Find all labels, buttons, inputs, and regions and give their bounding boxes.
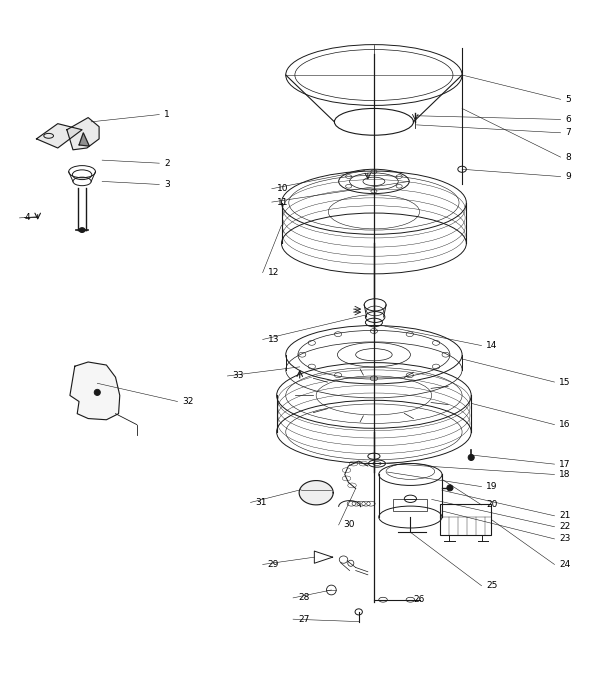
Text: 14: 14 — [486, 341, 498, 350]
Text: 21: 21 — [559, 511, 571, 520]
Polygon shape — [70, 362, 120, 420]
Text: 5: 5 — [565, 95, 571, 104]
Text: 33: 33 — [232, 371, 244, 380]
Text: 10: 10 — [277, 184, 288, 194]
Text: 24: 24 — [559, 560, 571, 569]
Text: 28: 28 — [298, 593, 309, 602]
Text: 15: 15 — [559, 378, 571, 386]
Ellipse shape — [447, 485, 453, 491]
Text: 23: 23 — [559, 534, 571, 543]
Text: 31: 31 — [255, 498, 267, 507]
Polygon shape — [79, 133, 89, 146]
Text: 2: 2 — [164, 159, 170, 168]
Text: 4: 4 — [24, 213, 30, 223]
Bar — [440, 504, 491, 535]
Polygon shape — [299, 481, 333, 505]
Text: 7: 7 — [565, 128, 571, 137]
Text: 8: 8 — [565, 153, 571, 162]
Text: 3: 3 — [164, 180, 170, 189]
Text: 25: 25 — [486, 581, 498, 590]
Text: 19: 19 — [486, 482, 498, 491]
Ellipse shape — [468, 454, 474, 460]
Text: 11: 11 — [277, 198, 288, 206]
Text: 20: 20 — [486, 500, 498, 509]
Text: 13: 13 — [268, 335, 279, 344]
Text: 30: 30 — [344, 520, 355, 530]
Text: 17: 17 — [559, 460, 571, 469]
Text: 12: 12 — [268, 268, 279, 277]
Text: 22: 22 — [559, 522, 571, 531]
Polygon shape — [67, 117, 99, 150]
Ellipse shape — [94, 389, 100, 395]
Text: 16: 16 — [559, 420, 571, 429]
Polygon shape — [36, 124, 82, 148]
Ellipse shape — [79, 227, 85, 232]
Text: 6: 6 — [565, 115, 571, 124]
Text: 9: 9 — [565, 172, 571, 181]
Text: 27: 27 — [298, 614, 309, 624]
Text: 18: 18 — [559, 470, 571, 479]
Text: 29: 29 — [268, 560, 279, 569]
Text: 26: 26 — [413, 595, 425, 604]
Text: 1: 1 — [164, 110, 170, 119]
Text: 32: 32 — [182, 397, 194, 406]
Bar — [393, 499, 427, 511]
